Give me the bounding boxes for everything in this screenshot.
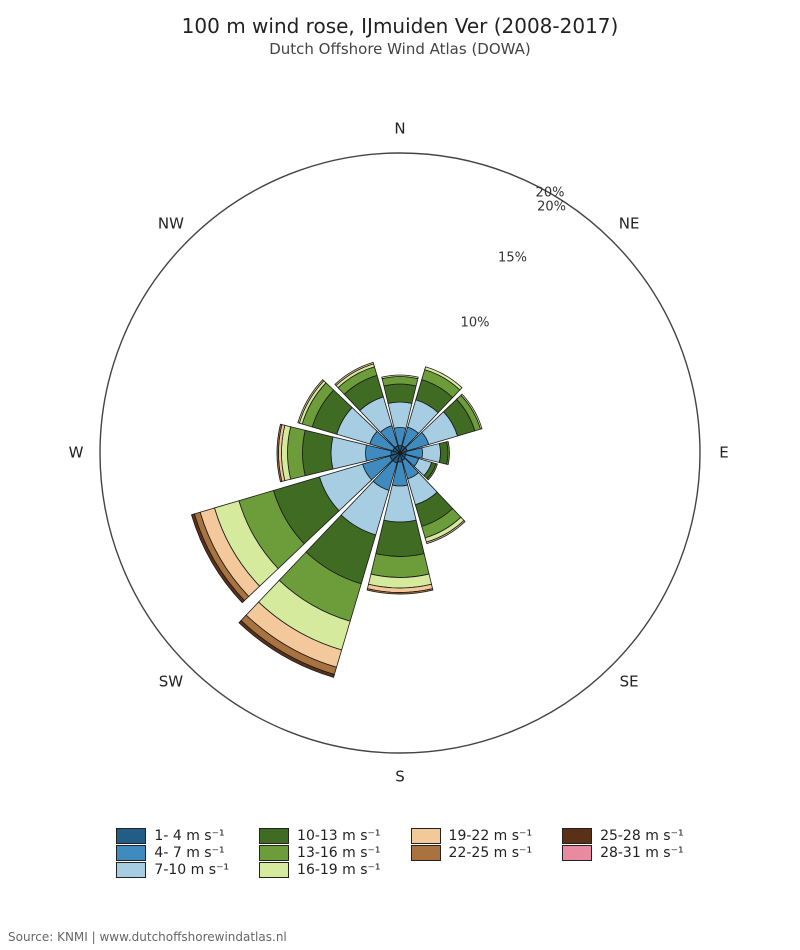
legend-label: 10-13 m s⁻¹ bbox=[297, 828, 381, 844]
legend-item: 10-13 m s⁻¹ bbox=[259, 828, 381, 844]
wedge-180-bin3 bbox=[376, 520, 424, 556]
legend-item: 22-25 m s⁻¹ bbox=[411, 845, 533, 861]
compass-NE: NE bbox=[619, 214, 640, 232]
legend-swatch bbox=[411, 845, 441, 861]
legend-swatch bbox=[562, 845, 592, 861]
legend-swatch bbox=[411, 828, 441, 844]
legend-item: 28-31 m s⁻¹ bbox=[562, 845, 684, 861]
legend-item: 4- 7 m s⁻¹ bbox=[116, 845, 229, 861]
compass-N: N bbox=[394, 120, 405, 138]
legend: 1- 4 m s⁻¹4- 7 m s⁻¹7-10 m s⁻¹ 10-13 m s⁻… bbox=[0, 828, 800, 880]
wedge-180-bin4 bbox=[371, 554, 429, 578]
compass-SE: SE bbox=[620, 673, 639, 691]
legend-label: 4- 7 m s⁻¹ bbox=[154, 845, 224, 861]
wedge-0-bin3 bbox=[384, 384, 416, 403]
legend-label: 19-22 m s⁻¹ bbox=[449, 828, 533, 844]
legend-label: 16-19 m s⁻¹ bbox=[297, 862, 381, 878]
radial-tick-15: 15% bbox=[498, 251, 527, 266]
radial-tick-10: 10% bbox=[461, 316, 490, 331]
legend-item: 16-19 m s⁻¹ bbox=[259, 862, 381, 878]
legend-swatch bbox=[259, 845, 289, 861]
legend-label: 22-25 m s⁻¹ bbox=[449, 845, 533, 861]
wedge-90-bin3 bbox=[439, 442, 448, 464]
compass-S: S bbox=[395, 768, 405, 786]
legend-swatch bbox=[259, 862, 289, 878]
compass-W: W bbox=[69, 444, 84, 462]
svg-text:20%: 20% bbox=[537, 199, 566, 214]
legend-item: 1- 4 m s⁻¹ bbox=[116, 828, 229, 844]
radial-tick-20: 20% bbox=[536, 186, 565, 201]
legend-label: 1- 4 m s⁻¹ bbox=[154, 828, 224, 844]
wedge-270-bin4 bbox=[288, 427, 306, 480]
legend-label: 28-31 m s⁻¹ bbox=[600, 845, 684, 861]
wedge-270-bin3 bbox=[303, 430, 333, 476]
compass-E: E bbox=[719, 444, 728, 462]
legend-label: 13-16 m s⁻¹ bbox=[297, 845, 381, 861]
chart-title: 100 m wind rose, IJmuiden Ver (2008-2017… bbox=[0, 0, 800, 38]
legend-swatch bbox=[562, 828, 592, 844]
windrose-chart: NNEESESSWWNW5%10%15%20%20% bbox=[0, 58, 800, 828]
legend-swatch bbox=[116, 862, 146, 878]
legend-swatch bbox=[259, 828, 289, 844]
wedge-90-bin2 bbox=[422, 444, 441, 463]
chart-subtitle: Dutch Offshore Wind Atlas (DOWA) bbox=[0, 40, 800, 58]
legend-label: 7-10 m s⁻¹ bbox=[154, 862, 229, 878]
legend-item: 13-16 m s⁻¹ bbox=[259, 845, 381, 861]
legend-item: 19-22 m s⁻¹ bbox=[411, 828, 533, 844]
compass-SW: SW bbox=[159, 673, 184, 691]
compass-NW: NW bbox=[158, 214, 184, 232]
legend-item: 7-10 m s⁻¹ bbox=[116, 862, 229, 878]
legend-swatch bbox=[116, 828, 146, 844]
source-text: Source: KNMI | www.dutchoffshorewindatla… bbox=[8, 930, 287, 944]
legend-swatch bbox=[116, 845, 146, 861]
legend-label: 25-28 m s⁻¹ bbox=[600, 828, 684, 844]
legend-item: 25-28 m s⁻¹ bbox=[562, 828, 684, 844]
